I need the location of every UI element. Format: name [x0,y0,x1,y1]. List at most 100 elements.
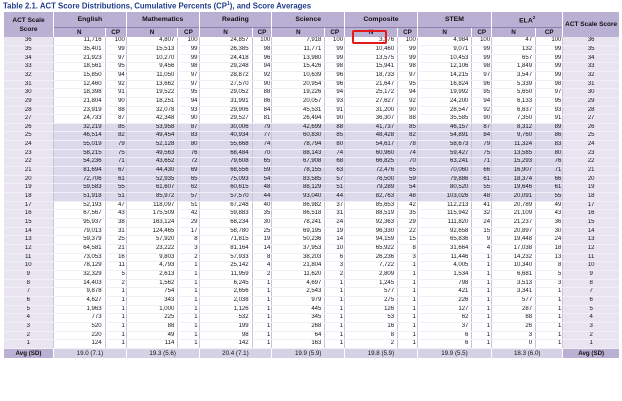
count-cell: 15,426 [271,62,325,72]
count-cell: 142 [198,339,253,349]
count-cell: 532 [198,313,253,323]
score-cell-right: 15 [562,218,619,228]
cp-cell: 100 [535,37,563,46]
score-cell: 17 [3,201,54,211]
score-cell: 12 [3,244,54,254]
cp-cell: 72 [177,157,200,168]
count-cell: 18,374 [491,175,536,185]
cp-subheader: CP [324,27,345,38]
cp-cell: 94 [397,88,418,98]
cp-cell: 16 [104,253,127,263]
score-cell: 16 [3,209,54,220]
score-cell: 3 [3,322,54,332]
cp-cell: 43 [535,209,563,220]
cp-cell: 9 [471,235,492,245]
table-row: 5 1,963 1 1,000 1 1,126 1 445 1 126 1 127 1 287 1 5 [3,305,619,315]
count-cell: 132 [491,45,536,55]
score-cell-right: 1 [562,339,619,349]
count-cell: 657 [491,54,536,64]
count-cell: 78,794 [271,140,325,150]
avg-value: 19.9 (5.9) [271,347,345,358]
cp-cell: 24 [324,218,345,228]
cp-cell: 97 [177,71,200,81]
count-cell: 18,561 [53,62,106,72]
count-cell: 14,215 [416,71,472,81]
count-cell: 78,241 [271,218,325,228]
count-cell: 31,664 [416,244,472,254]
cp-cell: 1 [397,296,418,306]
count-cell: 53 [344,313,398,323]
cp-subheader: CP [251,27,272,38]
cp-cell: 1 [471,270,492,280]
cp-cell: 99 [104,45,127,55]
count-cell: 21,804 [53,97,106,107]
cp-cell: 100 [471,37,492,46]
count-cell: 20,954 [271,80,325,90]
count-cell: 37,953 [271,244,325,254]
count-cell: 16,907 [491,166,536,176]
cp-cell: 10 [324,244,345,254]
cp-cell: 1 [471,287,492,297]
cp-cell: 94 [104,71,127,81]
cp-cell: 95 [177,88,200,98]
count-cell: 10,460 [344,45,398,55]
cp-cell: 15 [471,227,492,237]
count-cell: 126 [344,305,398,315]
cp-cell: 94 [177,97,200,107]
count-cell: 8 [344,331,398,341]
cp-cell: 80 [177,140,200,150]
count-cell: 1,534 [416,270,472,280]
ela-header: ELA2 [491,12,563,28]
count-cell: 3,513 [491,279,536,289]
count-cell: 59,379 [53,235,106,245]
cp-subheader: CP [104,27,127,38]
score-cell-right: 29 [562,97,619,107]
cp-cell: 55 [535,192,563,202]
count-cell: 20,091 [491,192,536,202]
count-cell: 4,793 [125,261,178,271]
count-cell: 10,270 [125,54,178,64]
cp-cell: 90 [104,97,127,107]
score-cell-right: 13 [562,235,619,245]
cp-cell: 85 [324,131,345,142]
count-cell: 78,129 [53,261,106,271]
cp-cell: 1 [535,331,563,341]
count-cell: 0 [491,339,536,349]
cp-cell: 97 [104,54,127,64]
count-cell: 26 [491,322,536,332]
cp-cell: 68 [324,157,345,168]
cp-cell: 86 [535,131,563,142]
score-cell: 28 [3,106,54,116]
count-cell: 1,126 [198,305,253,315]
score-cell: 5 [3,305,54,315]
count-cell: 26,236 [344,253,398,263]
cp-cell: 42 [397,201,418,211]
score-cell-right: 27 [562,114,619,124]
cp-cell: 3 [535,279,563,289]
count-cell: 57,920 [125,235,178,245]
count-cell: 88,143 [271,149,325,159]
count-cell: 61,607 [125,183,178,194]
cp-cell: 1 [535,339,563,349]
cp-cell: 88 [324,123,345,133]
count-cell: 32,078 [125,106,178,116]
cp-cell: 98 [471,62,492,72]
avg-value: 19.8 (5.9) [344,347,418,358]
count-cell: 49 [125,331,178,341]
count-cell: 11,620 [271,270,325,280]
count-cell: 6,133 [491,97,536,107]
cp-cell: 1 [397,331,418,341]
cp-subheader: CP [397,27,418,38]
score-cell-right: 26 [562,123,619,133]
count-cell: 51,918 [53,192,106,202]
table-row: 15 95,937 38 163,124 29 68,234 30 78,241 24 92,36… [3,218,619,228]
cp-cell: 83 [177,131,200,142]
cp-cell: 1 [471,296,492,306]
reading-header: Reading [198,12,272,28]
cp-cell: 1 [397,261,418,271]
cp-cell: 69 [177,166,200,176]
count-cell: 71,815 [198,235,253,245]
count-cell: 65,922 [344,244,398,254]
cp-cell: 37 [324,201,345,211]
count-cell: 29,052 [198,88,253,98]
